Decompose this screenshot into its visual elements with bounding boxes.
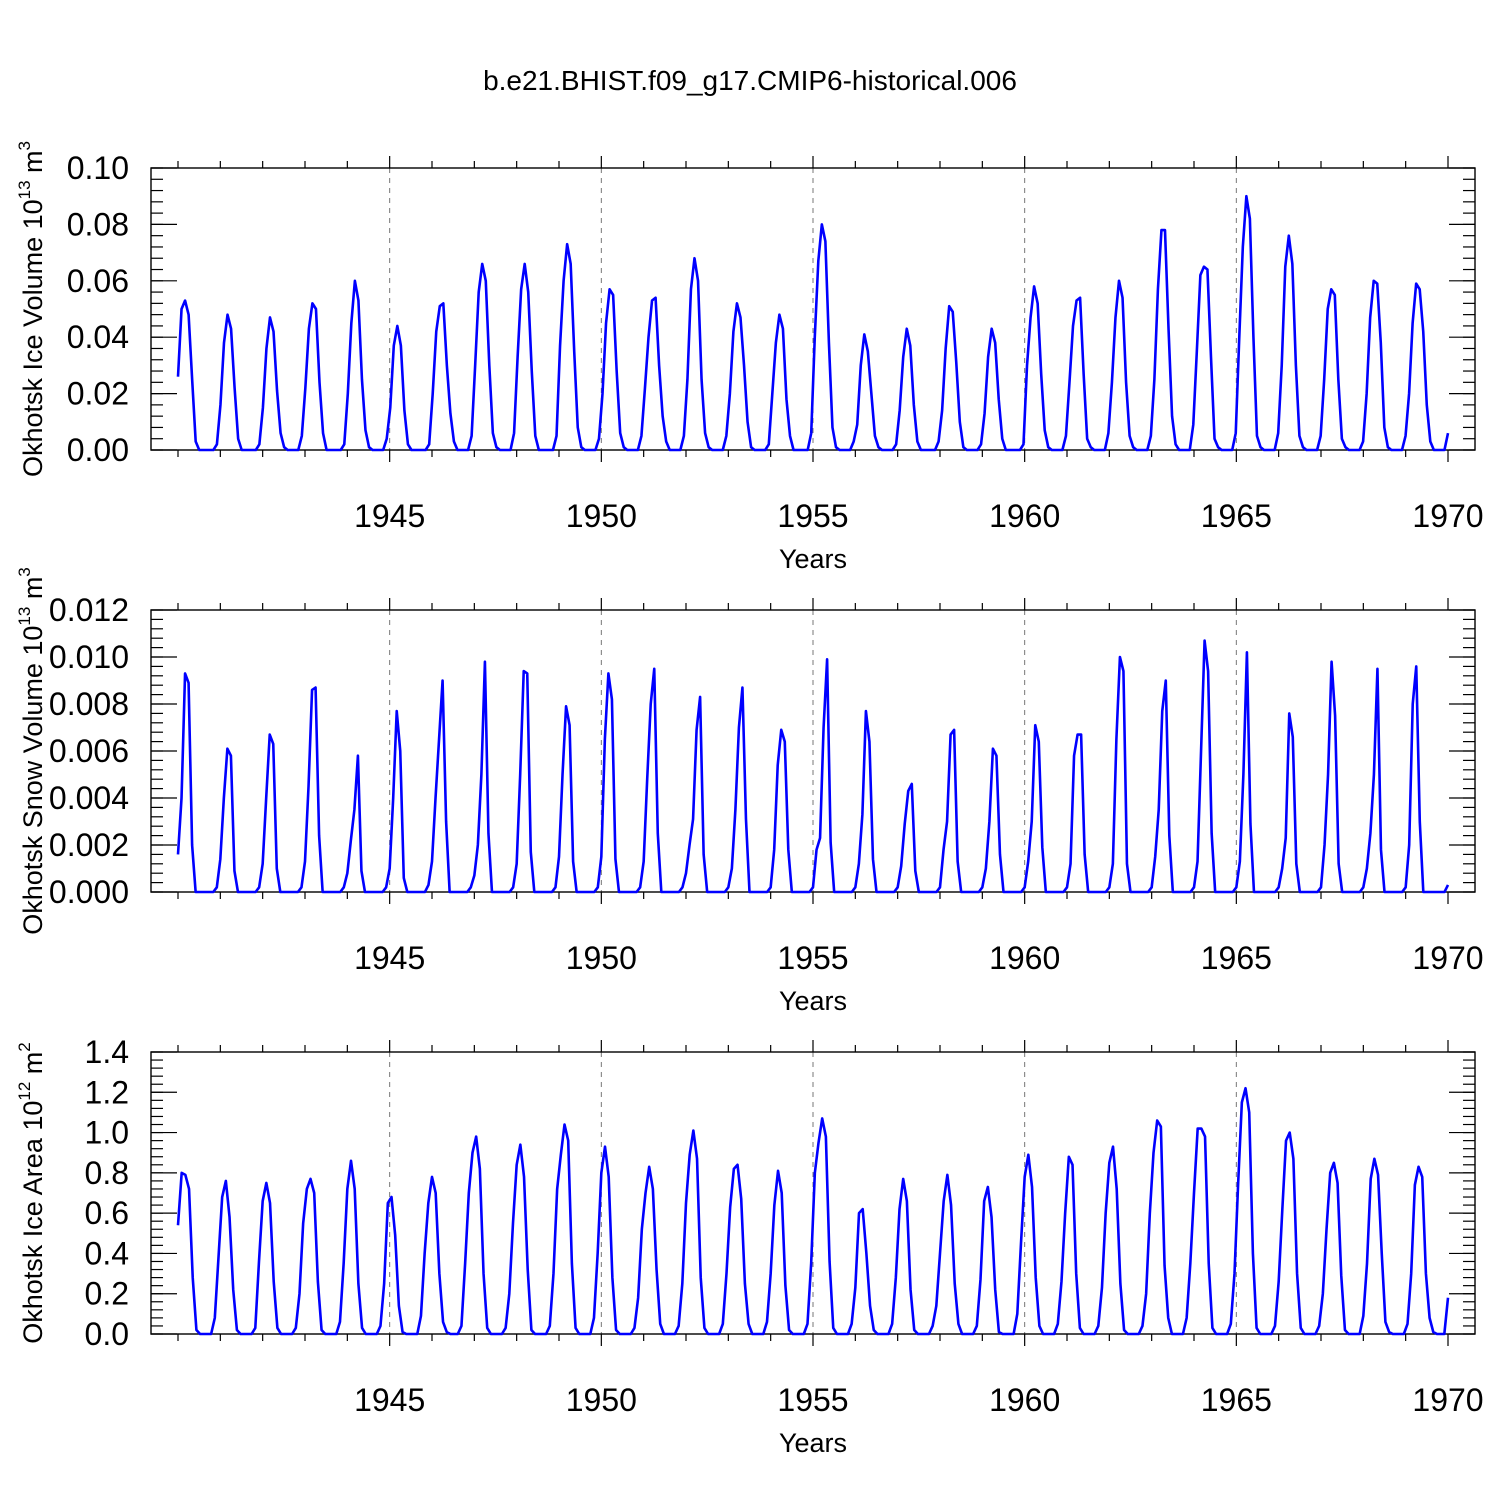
x-tick-label: 1955 bbox=[777, 1382, 848, 1418]
y-tick-label: 0.02 bbox=[67, 376, 129, 412]
y-axis-label: Okhotsk Ice Area 1012 m2 bbox=[15, 1042, 48, 1344]
y-tick-label: 0.008 bbox=[49, 686, 129, 722]
series-line bbox=[176, 1086, 1450, 1336]
x-tick-label: 1965 bbox=[1201, 1382, 1272, 1418]
x-tick-label: 1955 bbox=[777, 940, 848, 976]
y-axis-label-text: Okhotsk Snow Volume 10 bbox=[18, 626, 48, 935]
y-axis-label-exponent: 13 bbox=[15, 180, 34, 199]
panel-3: 1945 1950 1955 1960 1965 1970 Years 0.0 0.2 0.4 0.… bbox=[15, 1034, 1484, 1458]
y-tick-label: 0.000 bbox=[49, 874, 129, 910]
y-axis-label-exponent: 12 bbox=[15, 1082, 34, 1101]
x-tick-label: 1970 bbox=[1412, 1382, 1483, 1418]
y-axis-label-unit: m bbox=[18, 150, 48, 180]
x-tick-label: 1945 bbox=[354, 1382, 425, 1418]
panel-1: 1945 1950 1955 1960 1965 1970 Years 0.00 0.02 0.0… bbox=[15, 141, 1484, 574]
x-axis-label: Years bbox=[779, 986, 847, 1016]
series-line bbox=[176, 639, 1450, 894]
x-tick-label: 1960 bbox=[989, 1382, 1060, 1418]
x-tick-label: 1945 bbox=[354, 498, 425, 534]
y-axis-label-text: Okhotsk Ice Volume 10 bbox=[18, 199, 48, 477]
y-tick-label: 0.012 bbox=[49, 592, 129, 628]
y-tick-label: 0.4 bbox=[85, 1235, 129, 1271]
series-line bbox=[176, 194, 1450, 452]
y-tick-label: 0.08 bbox=[67, 206, 129, 242]
y-tick-label: 0.00 bbox=[67, 432, 129, 468]
y-axis-label-unit-exponent: 3 bbox=[15, 141, 34, 150]
x-tick-label: 1965 bbox=[1201, 498, 1272, 534]
chart-title: b.e21.BHIST.f09_g17.CMIP6-historical.006 bbox=[483, 65, 1017, 96]
x-tick-label: 1945 bbox=[354, 940, 425, 976]
x-tick-label: 1960 bbox=[989, 498, 1060, 534]
y-tick-label: 0.002 bbox=[49, 827, 129, 863]
y-tick-label: 1.2 bbox=[85, 1074, 129, 1110]
x-tick-label: 1970 bbox=[1412, 498, 1483, 534]
y-tick-label: 0.010 bbox=[49, 639, 129, 675]
y-tick-label: 0.8 bbox=[85, 1155, 129, 1191]
y-axis-label: Okhotsk Ice Volume 1013 m3 bbox=[15, 141, 48, 477]
x-tick-label: 1960 bbox=[989, 940, 1060, 976]
y-axis-label-unit-exponent: 2 bbox=[15, 1042, 34, 1051]
panel-2: 1945 1950 1955 1960 1965 1970 Years 0.000 0.002 0… bbox=[15, 567, 1484, 1016]
x-tick-label: 1970 bbox=[1412, 940, 1483, 976]
x-tick-label: 1950 bbox=[566, 498, 637, 534]
y-axis-label-unit-exponent: 3 bbox=[15, 567, 34, 576]
x-axis-label: Years bbox=[779, 1428, 847, 1458]
x-tick-label: 1950 bbox=[566, 1382, 637, 1418]
y-axis-label: Okhotsk Snow Volume 1013 m3 bbox=[15, 567, 48, 935]
y-axis-label-unit: m bbox=[18, 577, 48, 607]
y-tick-label: 0.004 bbox=[49, 780, 129, 816]
y-tick-label: 0.04 bbox=[67, 319, 129, 355]
x-tick-label: 1950 bbox=[566, 940, 637, 976]
x-axis-label: Years bbox=[779, 544, 847, 574]
y-tick-label: 0.006 bbox=[49, 733, 129, 769]
y-axis-label-text: Okhotsk Ice Area 10 bbox=[18, 1101, 48, 1344]
y-tick-label: 0.2 bbox=[85, 1276, 129, 1312]
y-tick-label: 0.6 bbox=[85, 1195, 129, 1231]
y-tick-label: 0.0 bbox=[85, 1316, 129, 1352]
y-axis-label-exponent: 13 bbox=[15, 607, 34, 626]
y-tick-label: 1.0 bbox=[85, 1115, 129, 1151]
y-tick-label: 1.4 bbox=[85, 1034, 129, 1070]
x-tick-label: 1955 bbox=[777, 498, 848, 534]
y-axis-label-unit: m bbox=[18, 1052, 48, 1082]
x-tick-label: 1965 bbox=[1201, 940, 1272, 976]
y-tick-label: 0.06 bbox=[67, 263, 129, 299]
y-tick-label: 0.10 bbox=[67, 150, 129, 186]
